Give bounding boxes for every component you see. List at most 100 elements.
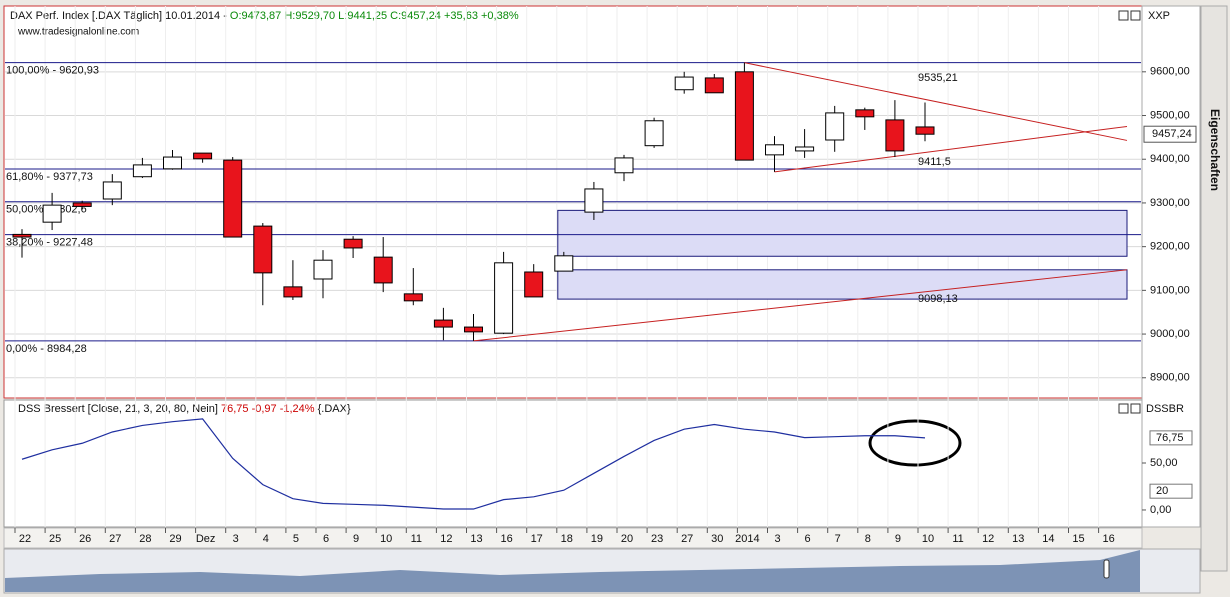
x-tick-label: 6 xyxy=(323,533,329,545)
y-tick-label: 9200,00 xyxy=(1150,241,1190,253)
y-tick-label: 9100,00 xyxy=(1150,284,1190,296)
x-tick-label: 2014 xyxy=(735,533,759,545)
trendline xyxy=(774,125,1128,173)
indicator-axis-name: DSSBR xyxy=(1146,403,1184,415)
x-tick-label: 9 xyxy=(895,533,901,545)
candle-body xyxy=(494,262,514,334)
indicator-line xyxy=(21,418,926,510)
y-tick-label: 9500,00 xyxy=(1150,109,1190,121)
candle-body xyxy=(223,159,243,238)
x-tick-label: 19 xyxy=(591,533,603,545)
indicator-tag xyxy=(1149,430,1193,446)
candle-body xyxy=(915,126,935,135)
price-tag xyxy=(1143,125,1197,143)
x-tick-label: 29 xyxy=(169,533,181,545)
candle-body xyxy=(614,157,634,174)
indicator-quote: 76,75 -0,97 -1,24% xyxy=(221,403,315,415)
x-tick-label: 7 xyxy=(835,533,841,545)
x-tick-label: 4 xyxy=(263,533,269,545)
x-tick-label: 12 xyxy=(440,533,452,545)
x-tick-label: 3 xyxy=(774,533,780,545)
x-tick-label: 22 xyxy=(19,533,31,545)
window-button[interactable] xyxy=(1118,10,1129,21)
x-tick-label: 20 xyxy=(621,533,633,545)
trendline xyxy=(473,269,1128,342)
x-tick-label: 23 xyxy=(651,533,663,545)
x-tick-label: 16 xyxy=(500,533,512,545)
candle-body xyxy=(825,112,845,141)
candle-body xyxy=(283,286,303,298)
quote: O:9473,87 H:9529,70 L:9441,25 C:9457,24 … xyxy=(230,10,519,22)
x-tick-label: 8 xyxy=(865,533,871,545)
fib-label: 0,00% - 8984,28 xyxy=(6,343,87,355)
indicator-tag-label: 20 xyxy=(1156,485,1168,497)
window-button[interactable] xyxy=(1130,403,1141,414)
x-tick-label: 11 xyxy=(952,533,963,545)
x-tick-label: 12 xyxy=(982,533,994,545)
x-tick-label: 17 xyxy=(531,533,543,545)
candle-body xyxy=(72,202,92,207)
y-tick-label: 9300,00 xyxy=(1150,197,1190,209)
x-tick-label: 11 xyxy=(411,533,422,545)
candle-body xyxy=(644,120,664,147)
x-tick-label: 28 xyxy=(139,533,151,545)
candle-body xyxy=(464,326,483,333)
candle-body xyxy=(795,146,815,152)
chart-title: DAX Perf. Index [.DAX Täglich] 10.01.201… xyxy=(10,10,519,22)
candle-body xyxy=(193,152,213,160)
x-tick-label: 5 xyxy=(293,533,299,545)
x-tick-label: 9 xyxy=(353,533,359,545)
axis-panel xyxy=(1141,5,1201,528)
overview-area xyxy=(5,550,1140,592)
window-button[interactable] xyxy=(1118,403,1129,414)
x-tick-label: 25 xyxy=(49,533,61,545)
x-tick-label: 14 xyxy=(1042,533,1054,545)
candle-body xyxy=(885,119,905,152)
indicator-name: DSS Bressert [Close, 21, 3, 20, 80, Nein… xyxy=(18,403,221,415)
candle-body xyxy=(163,156,182,170)
candle-body xyxy=(132,164,152,178)
zone xyxy=(557,269,1128,300)
candle-body xyxy=(403,293,423,302)
candle-body xyxy=(12,233,32,238)
candle-body xyxy=(765,144,784,156)
axis-name: XXP xyxy=(1148,10,1170,22)
x-tick-label: 13 xyxy=(1012,533,1024,545)
x-tick-label: 27 xyxy=(681,533,693,545)
x-tick-label: 30 xyxy=(711,533,723,545)
zone xyxy=(557,209,1128,257)
candle-body xyxy=(253,225,273,274)
x-tick-label: 15 xyxy=(1072,533,1084,545)
candle-body xyxy=(584,188,604,213)
candle-body xyxy=(42,204,62,223)
candle-body xyxy=(102,181,122,200)
y-tick-label: 9600,00 xyxy=(1150,66,1190,78)
fib-label: 61,80% - 9377,73 xyxy=(6,171,93,183)
candle-body xyxy=(554,255,574,272)
y-tick-label: 8900,00 xyxy=(1150,372,1190,384)
annotation: 9535,21 xyxy=(918,72,958,84)
candle-body xyxy=(524,271,544,298)
overview-handle[interactable] xyxy=(1103,559,1110,579)
indicator-tag xyxy=(1149,483,1193,499)
price-tag-label: 9457,24 xyxy=(1152,128,1192,140)
x-tick-label: Dez xyxy=(196,533,216,545)
x-tick-label: 16 xyxy=(1102,533,1114,545)
indicator-panel xyxy=(3,399,1143,528)
fib-label: 100,00% - 9620,93 xyxy=(6,65,99,77)
window-button[interactable] xyxy=(1130,10,1141,21)
title: DAX Perf. Index [.DAX Täglich] 10.01.201… xyxy=(10,10,230,22)
y-tick-label: 0,00 xyxy=(1150,504,1171,516)
trendline xyxy=(744,62,1128,141)
annotation: 9411,5 xyxy=(918,156,951,168)
indicator-title: DSS Bressert [Close, 21, 3, 20, 80, Nein… xyxy=(18,403,351,415)
y-tick-label: 50,00 xyxy=(1150,457,1178,469)
side-tab[interactable] xyxy=(1200,5,1228,572)
x-tick-label: 10 xyxy=(380,533,392,545)
source: www.tradesignalonline.com xyxy=(17,27,139,38)
x-tick-label: 6 xyxy=(805,533,811,545)
x-tick-label: 18 xyxy=(561,533,573,545)
indicator-tag-label: 76,75 xyxy=(1156,432,1184,444)
candle-body xyxy=(674,76,694,91)
x-tick-label: 3 xyxy=(233,533,239,545)
